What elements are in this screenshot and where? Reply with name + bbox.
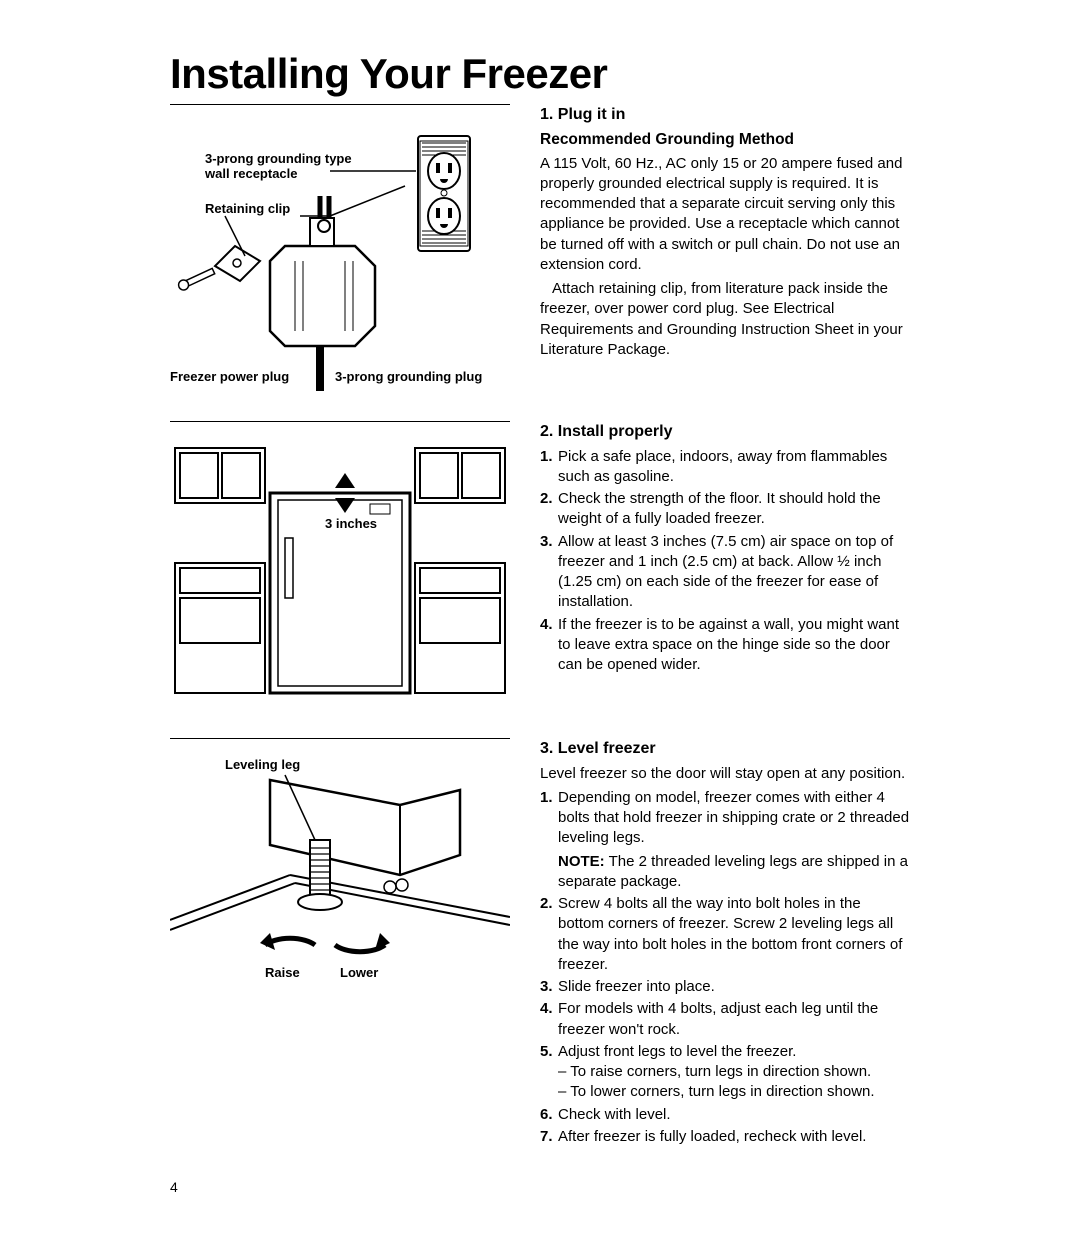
label-receptacle: 3-prong grounding type wall receptacle	[205, 151, 365, 181]
step-text: Slide freezer into place.	[558, 978, 715, 995]
label-retaining-clip: Retaining clip	[205, 201, 290, 216]
label-grounding-plug: 3-prong grounding plug	[335, 369, 482, 384]
section-plug-in: 3-prong grounding type wall receptacle R…	[170, 104, 910, 391]
step-item: 5.Adjust front legs to level the freezer…	[540, 1042, 910, 1103]
section1-subheading: Recommended Grounding Method	[540, 130, 910, 151]
figure-plug: 3-prong grounding type wall receptacle R…	[170, 111, 510, 391]
section1-heading: 1. Plug it in	[540, 104, 910, 126]
step-item: 7.After freezer is fully loaded, recheck…	[540, 1127, 910, 1147]
step-item: 4.For models with 4 bolts, adjust each l…	[540, 999, 910, 1040]
step-text: After freezer is fully loaded, recheck w…	[558, 1128, 866, 1145]
note-text: The 2 threaded leveling legs are shipped…	[558, 853, 908, 890]
section3-intro: Level freezer so the door will stay open…	[540, 764, 910, 784]
step-text: Allow at least 3 inches (7.5 cm) air spa…	[558, 533, 893, 611]
step-item: 2.Check the strength of the floor. It sh…	[540, 489, 910, 530]
page-title: Installing Your Freezer	[170, 50, 910, 98]
step-text: Check the strength of the floor. It shou…	[558, 490, 881, 527]
note-label: NOTE:	[558, 853, 605, 870]
step-text: If the freezer is to be against a wall, …	[558, 616, 899, 674]
step-item: 4.If the freezer is to be against a wall…	[540, 615, 910, 676]
step-text: For models with 4 bolts, adjust each leg…	[558, 1000, 878, 1037]
page-number: 4	[170, 1179, 910, 1195]
figure-clearance: 3 inches	[170, 428, 510, 708]
figure-leveling: Leveling leg Raise Lower	[170, 745, 510, 1005]
step-item: 3.Slide freezer into place.	[540, 977, 910, 997]
step-text: Pick a safe place, indoors, away from fl…	[558, 448, 887, 485]
section-level-freezer: Leveling leg Raise Lower 3. Level freeze…	[170, 738, 910, 1149]
step-text: Check with level.	[558, 1106, 671, 1123]
step-text: Adjust front legs to level the freezer.	[558, 1043, 796, 1060]
step-text: Screw 4 bolts all the way into bolt hole…	[558, 895, 902, 973]
label-raise: Raise	[265, 965, 300, 980]
step-item: 1.Depending on model, freezer comes with…	[540, 788, 910, 892]
figure-rule	[170, 421, 510, 422]
section-install-properly: 3 inches 2. Install properly 1.Pick a sa…	[170, 421, 910, 708]
label-freezer-plug: Freezer power plug	[170, 369, 289, 384]
section1-para2: Attach retaining clip, from literature p…	[540, 279, 910, 360]
step-text: Depending on model, freezer comes with e…	[558, 789, 909, 847]
label-lower: Lower	[340, 965, 378, 980]
label-leveling-leg: Leveling leg	[225, 757, 300, 772]
substep: – To raise corners, turn legs in directi…	[558, 1062, 910, 1082]
figure-rule	[170, 104, 510, 105]
step-item: 1.Pick a safe place, indoors, away from …	[540, 447, 910, 488]
substep: – To lower corners, turn legs in directi…	[558, 1082, 910, 1102]
figure-rule	[170, 738, 510, 739]
label-3inches: 3 inches	[325, 516, 377, 531]
step-item: 6.Check with level.	[540, 1105, 910, 1125]
section1-para1: A 115 Volt, 60 Hz., AC only 15 or 20 amp…	[540, 154, 910, 276]
step-item: 3.Allow at least 3 inches (7.5 cm) air s…	[540, 532, 910, 613]
section2-heading: 2. Install properly	[540, 421, 910, 443]
step-item: 2.Screw 4 bolts all the way into bolt ho…	[540, 894, 910, 975]
section3-heading: 3. Level freezer	[540, 738, 910, 760]
